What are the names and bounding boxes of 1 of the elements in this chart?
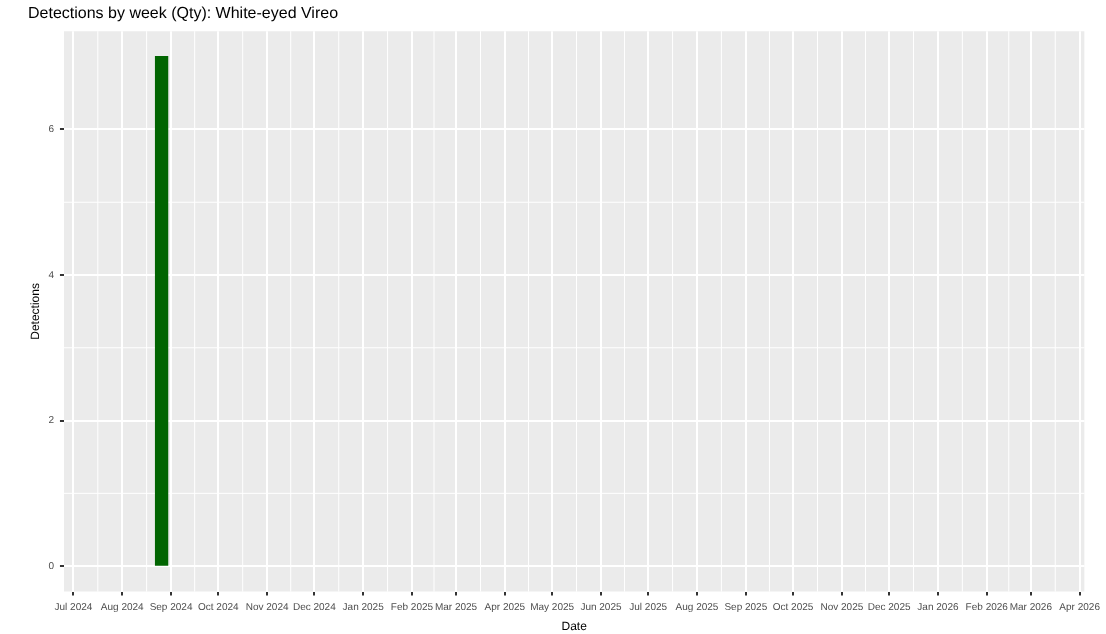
chart-title: Detections by week (Qty): White-eyed Vireo [28, 4, 340, 23]
